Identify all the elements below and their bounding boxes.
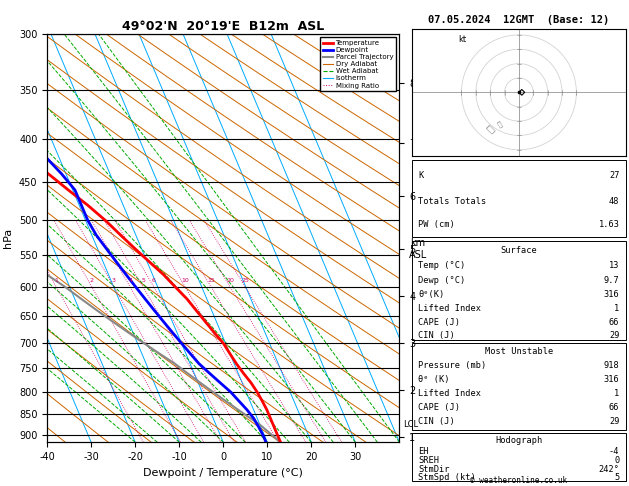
Text: 0: 0 [614, 456, 620, 465]
Text: 1.63: 1.63 [598, 220, 620, 229]
Text: 316: 316 [604, 375, 620, 384]
Text: 48: 48 [609, 197, 620, 206]
Text: CIN (J): CIN (J) [418, 330, 455, 340]
Text: 3: 3 [112, 278, 116, 283]
Text: CAPE (J): CAPE (J) [418, 403, 460, 412]
Text: -4: -4 [609, 447, 620, 456]
Text: 13: 13 [609, 261, 620, 270]
Text: CAPE (J): CAPE (J) [418, 318, 460, 327]
Text: 5: 5 [141, 278, 145, 283]
Text: 15: 15 [208, 278, 215, 283]
Text: 6: 6 [152, 278, 156, 283]
Text: © weatheronline.co.uk: © weatheronline.co.uk [470, 476, 567, 485]
Text: θᵉ (K): θᵉ (K) [418, 375, 450, 384]
Text: 66: 66 [609, 318, 620, 327]
Text: 29: 29 [609, 417, 620, 426]
Text: 66: 66 [609, 403, 620, 412]
Text: 07.05.2024  12GMT  (Base: 12): 07.05.2024 12GMT (Base: 12) [428, 15, 610, 25]
Text: SREH: SREH [418, 456, 440, 465]
Text: 242°: 242° [598, 465, 620, 474]
Y-axis label: hPa: hPa [3, 228, 13, 248]
Text: 316: 316 [604, 290, 620, 299]
Text: 4: 4 [128, 278, 132, 283]
Text: K: K [418, 171, 424, 180]
Text: CIN (J): CIN (J) [418, 417, 455, 426]
Text: StmDir: StmDir [418, 465, 450, 474]
Text: 5: 5 [614, 473, 620, 482]
Text: 9.7: 9.7 [604, 276, 620, 285]
Text: 25: 25 [242, 278, 249, 283]
Bar [412, 433, 626, 481]
Text: 918: 918 [604, 361, 620, 370]
Text: Totals Totals: Totals Totals [418, 197, 487, 206]
Text: 29: 29 [609, 330, 620, 340]
Text: 10: 10 [181, 278, 189, 283]
Text: 1: 1 [614, 389, 620, 398]
Text: PW (cm): PW (cm) [418, 220, 455, 229]
Text: Most Unstable: Most Unstable [485, 347, 553, 356]
Text: StmSpd (kt): StmSpd (kt) [418, 473, 476, 482]
Text: ⭠: ⭠ [484, 123, 496, 135]
Text: 20: 20 [226, 278, 234, 283]
Text: 2: 2 [90, 278, 94, 283]
Text: Pressure (mb): Pressure (mb) [418, 361, 487, 370]
Y-axis label: km
ASL: km ASL [409, 238, 427, 260]
Title: 49°02'N  20°19'E  B12m  ASL: 49°02'N 20°19'E B12m ASL [122, 20, 325, 33]
Text: 1: 1 [614, 304, 620, 312]
Text: kt: kt [459, 35, 467, 44]
Text: ⭠: ⭠ [496, 121, 503, 128]
Text: 1: 1 [54, 278, 58, 283]
Text: Lifted Index: Lifted Index [418, 389, 481, 398]
Bar [412, 160, 626, 237]
Legend: Temperature, Dewpoint, Parcel Trajectory, Dry Adiabat, Wet Adiabat, Isotherm, Mi: Temperature, Dewpoint, Parcel Trajectory… [320, 37, 396, 91]
Bar [412, 241, 626, 340]
X-axis label: Dewpoint / Temperature (°C): Dewpoint / Temperature (°C) [143, 468, 303, 478]
Text: Temp (°C): Temp (°C) [418, 261, 465, 270]
Text: EH: EH [418, 447, 429, 456]
Text: Lifted Index: Lifted Index [418, 304, 481, 312]
Text: LCL: LCL [403, 420, 418, 429]
Text: θᵉ(K): θᵉ(K) [418, 290, 445, 299]
Text: Hodograph: Hodograph [495, 436, 543, 445]
Text: Surface: Surface [501, 246, 537, 255]
Bar [412, 343, 626, 430]
Text: 27: 27 [609, 171, 620, 180]
Text: Dewp (°C): Dewp (°C) [418, 276, 465, 285]
